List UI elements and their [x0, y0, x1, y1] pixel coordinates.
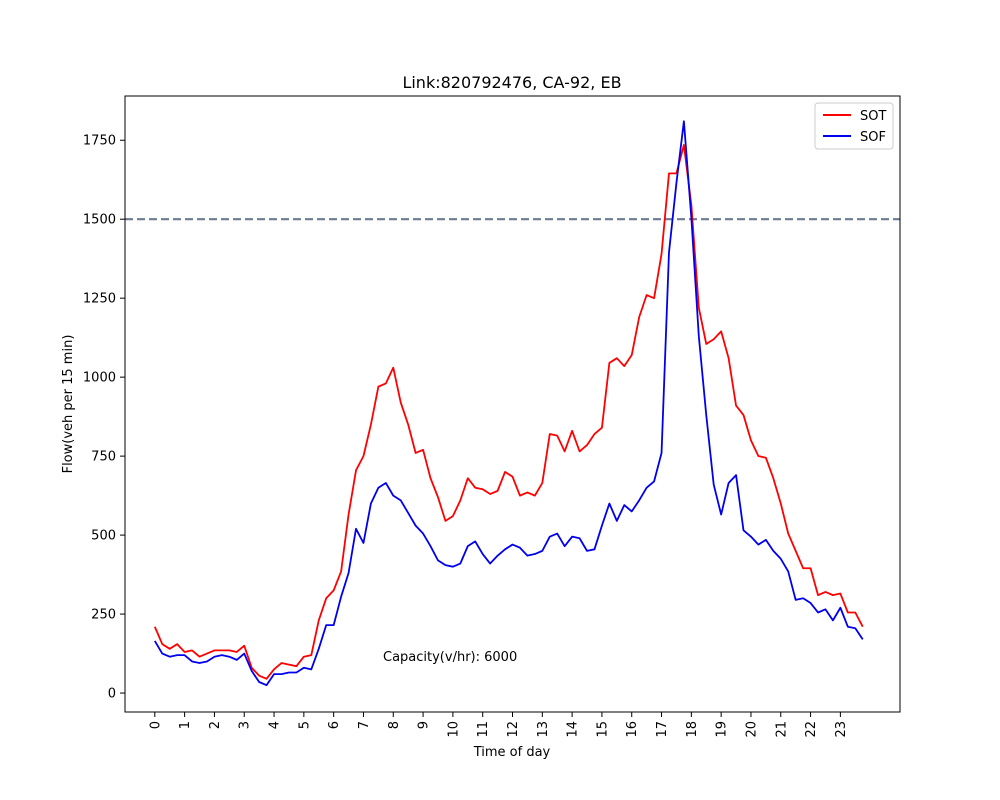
x-tick-label: 6: [327, 721, 342, 729]
y-tick-label: 1750: [83, 134, 116, 149]
x-tick-label: 15: [595, 721, 610, 738]
x-tick-label: 2: [208, 721, 223, 729]
x-tick-label: 18: [685, 721, 700, 738]
x-tick-label: 0: [148, 721, 163, 729]
x-tick-label: 4: [268, 721, 283, 729]
legend: SOT SOF: [814, 102, 894, 150]
x-tick-label: 3: [238, 721, 253, 729]
x-tick-label: 20: [744, 721, 759, 738]
chart-title: Link:820792476, CA-92, EB: [402, 73, 621, 92]
series-line-sot: [153, 144, 864, 680]
x-tick-label: 22: [804, 721, 819, 738]
y-tick-label: 0: [108, 687, 116, 702]
y-axis-ticks: 0 250 500 750 1000 1250 1500 1750: [83, 134, 125, 702]
y-tick-label: 1250: [83, 292, 116, 307]
x-tick-label: 12: [506, 721, 521, 738]
y-tick-label: 1000: [83, 371, 116, 386]
x-tick-label: 17: [655, 721, 670, 738]
x-tick-label: 1: [178, 721, 193, 729]
y-tick-label: 750: [91, 450, 116, 465]
x-tick-label: 9: [417, 721, 432, 729]
series-layer: [153, 120, 864, 687]
x-tick-label: 23: [834, 721, 849, 738]
legend-label-sof: SOF: [860, 130, 886, 145]
y-tick-label: 1500: [83, 213, 116, 228]
capacity-annotation: Capacity(v/hr): 6000: [383, 650, 517, 665]
x-tick-label: 10: [446, 721, 461, 738]
y-tick-label: 500: [91, 529, 116, 544]
x-tick-label: 13: [536, 721, 551, 738]
x-tick-label: 16: [625, 721, 640, 738]
x-tick-label: 14: [566, 721, 581, 738]
legend-label-sot: SOT: [860, 109, 886, 124]
y-axis-label: Flow(veh per 15 min): [61, 335, 76, 474]
x-tick-label: 21: [774, 721, 789, 738]
x-axis-label: Time of day: [473, 745, 551, 760]
y-tick-label: 250: [91, 608, 116, 623]
x-tick-label: 8: [387, 721, 402, 729]
x-tick-label: 5: [297, 721, 312, 729]
series-line-sof: [154, 120, 864, 687]
x-tick-label: 11: [476, 721, 491, 738]
x-axis-ticks: 0 1 2 3 4 5 6 7 8 9 10 11 12 13 14 15 16 17 18 19 20 21 22 23: [148, 712, 849, 738]
x-tick-label: 19: [715, 721, 730, 738]
x-tick-label: 7: [357, 721, 372, 729]
